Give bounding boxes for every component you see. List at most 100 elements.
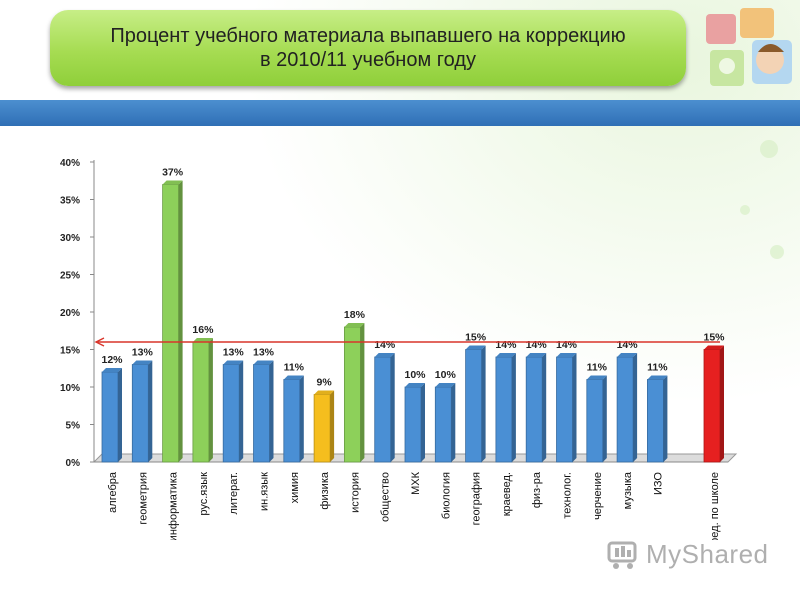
bar [101, 371, 119, 463]
bar-top [132, 360, 153, 365]
bar [313, 394, 331, 463]
y-tick-label: 35% [60, 196, 80, 207]
bar-chart: 0% 5% 10% 15% 20% 25% 30% 35% 40% 12% алгебра 13% ге… [60, 158, 738, 540]
bar-top [495, 353, 516, 357]
bar-top [586, 375, 607, 380]
category-label: музыка [622, 471, 634, 509]
bar-value-label: 18% [344, 309, 366, 321]
bar [131, 364, 149, 463]
puzzle-photo-image [706, 8, 792, 86]
bar-side [178, 180, 183, 462]
bar [283, 379, 301, 463]
category-label: литерат. [228, 472, 240, 514]
bar-top [647, 375, 668, 380]
bar-value-label: 11% [647, 362, 668, 374]
category-label: обществo [380, 472, 392, 522]
bar-top [223, 360, 244, 365]
y-tick-label: 25% [60, 271, 80, 282]
bar-side [239, 360, 244, 462]
bar-top [526, 353, 547, 357]
category-label: МХК [410, 471, 422, 495]
y-tick-label: 0% [66, 458, 81, 469]
category-label: сред. по школе [709, 472, 721, 540]
category-label: ин.язык [259, 472, 271, 511]
bar-value-label: 15% [703, 332, 725, 344]
bar-top [102, 368, 122, 372]
bar-side [330, 390, 335, 462]
bar [343, 326, 361, 463]
category-label: физ-ра [531, 471, 543, 508]
category-label: химия [289, 472, 301, 503]
bar [465, 349, 483, 463]
bar [647, 379, 664, 463]
bar-value-label: 15% [465, 332, 487, 344]
category-label: технолог. [562, 472, 574, 519]
title-box: Процент учебного материала выпавшего на … [50, 10, 686, 86]
bar-side [390, 353, 395, 462]
category-label: ИЗО [652, 472, 664, 495]
bar [374, 356, 392, 463]
category-label: черчение [592, 472, 604, 520]
bar-top [162, 180, 183, 185]
bar-top [405, 383, 425, 387]
bar-side [148, 360, 153, 462]
y-tick-label: 30% [60, 233, 80, 244]
bar-side [360, 323, 365, 462]
watermark: MyShared [606, 536, 776, 572]
bar-top [435, 383, 456, 387]
bar-top [344, 323, 365, 327]
bar-value-label: 14% [526, 339, 548, 351]
y-tick-label: 40% [60, 158, 80, 169]
bar-side [451, 383, 456, 462]
bar-value-label: 9% [317, 377, 333, 389]
bar-value-label: 37% [162, 167, 184, 179]
bar-side [720, 345, 724, 462]
bar-value-label: 12% [101, 354, 123, 366]
bar-value-label: 14% [374, 339, 396, 351]
bar [404, 386, 422, 463]
decorative-dot [740, 205, 750, 215]
y-tick-label: 5% [66, 421, 81, 432]
bar-top [374, 353, 395, 357]
bar-side [299, 375, 304, 462]
bar-top [704, 345, 724, 350]
bar-value-label: 10% [404, 369, 426, 381]
bar-value-label: 13% [223, 347, 245, 359]
bar-side [269, 360, 274, 462]
bar [192, 341, 210, 463]
category-label: география [471, 472, 483, 525]
bar-value-label: 13% [253, 347, 275, 359]
bar-value-label: 11% [587, 362, 608, 374]
bar-top [253, 360, 274, 365]
bar-side [421, 383, 425, 462]
header-band [0, 100, 800, 126]
bar-value-label: 11% [284, 362, 305, 374]
bar-value-label: 10% [435, 369, 457, 381]
bar [495, 356, 513, 463]
reference-arrow-head [94, 337, 105, 347]
slide-title-line1: Процент учебного материала выпавшего на … [110, 25, 626, 47]
bar [703, 349, 721, 463]
bar-value-label: 14% [617, 339, 639, 351]
bar-value-label: 14% [556, 339, 578, 351]
bar-side [663, 375, 668, 462]
decorative-dot [760, 140, 778, 158]
bar [525, 356, 543, 463]
bar-side [633, 353, 638, 462]
bar-value-label: 14% [495, 339, 517, 351]
bar [616, 356, 634, 463]
category-label: информатика [168, 471, 180, 540]
category-label: история [349, 472, 361, 513]
bar-top [617, 353, 638, 357]
bar-side [542, 353, 547, 462]
bar-top [314, 390, 335, 395]
bar-side [511, 353, 516, 462]
bar [586, 379, 604, 463]
category-label: рус.язык [198, 472, 210, 516]
watermark-text: MyShared [646, 538, 769, 569]
slide-title-line2: в 2010/11 учебном году [259, 49, 476, 71]
y-tick-label: 20% [60, 308, 80, 319]
bar-side [208, 338, 213, 462]
bar [222, 364, 240, 463]
bar-top [192, 338, 213, 342]
